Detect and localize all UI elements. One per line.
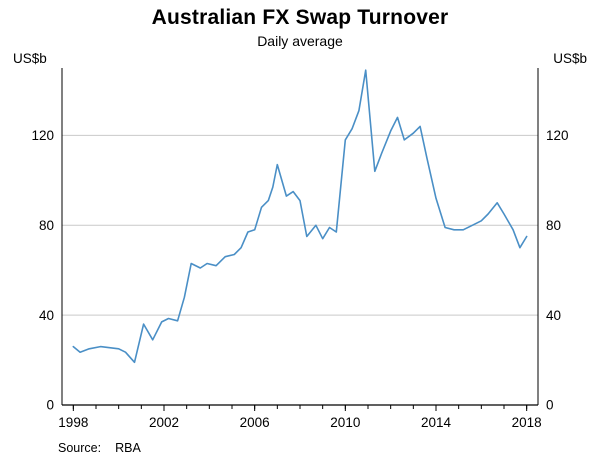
x-tick-label: 2002 xyxy=(149,415,179,430)
series-fx-swap-turnover xyxy=(72,69,528,364)
y-tick-label-right: 80 xyxy=(546,218,561,233)
source-value: RBA xyxy=(115,441,141,455)
y-tick-label-left: 80 xyxy=(39,218,54,233)
y-tick-label-right: 0 xyxy=(546,398,554,413)
x-tick-label: 2018 xyxy=(512,415,542,430)
x-tick-label: 2014 xyxy=(421,415,452,430)
chart-title: Australian FX Swap Turnover xyxy=(151,6,449,29)
source-note: Source: RBA xyxy=(58,441,141,455)
y-tick-label-right: 120 xyxy=(546,128,569,143)
y-tick-label-right: 40 xyxy=(546,308,561,323)
y-axis-unit-right: US$b xyxy=(553,51,587,66)
y-tick-label-left: 40 xyxy=(39,308,54,323)
source-label: Source: xyxy=(58,441,102,455)
x-tick-label: 2006 xyxy=(240,415,270,430)
y-axis-unit-left: US$b xyxy=(13,51,47,66)
y-tick-label-left: 120 xyxy=(31,128,54,143)
x-tick-label: 2010 xyxy=(330,415,360,430)
chart-subtitle: Daily average xyxy=(257,33,343,49)
x-tick-label: 1998 xyxy=(58,415,88,430)
y-tick-label-left: 0 xyxy=(46,398,54,413)
